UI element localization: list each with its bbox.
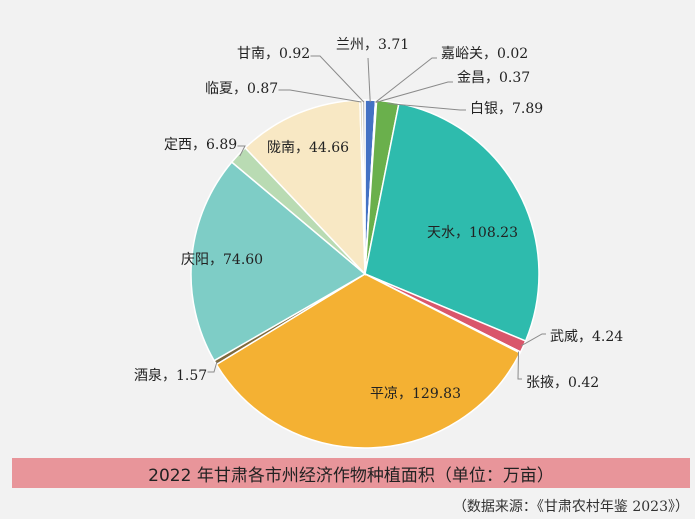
slice-label-10: 定西，6.89 xyxy=(164,137,237,153)
leader-line-0 xyxy=(367,57,371,103)
leader-line-6 xyxy=(517,351,522,380)
leader-line-10 xyxy=(237,145,246,157)
pie-chart: 兰州，3.71 嘉峪关，0.02 金昌，0.37 白银，7.89 天水，108.23 武威… xyxy=(134,37,623,449)
slice-label-11: 陇南，44.66 xyxy=(267,140,349,156)
leader-line-3 xyxy=(387,102,466,111)
chart-title: 2022 年甘肃各市州经济作物种植面积（单位：万亩） xyxy=(12,458,690,488)
leader-line-5 xyxy=(521,333,546,347)
leader-line-2 xyxy=(375,81,453,103)
leader-line-1 xyxy=(375,57,437,103)
pie-slice-9 xyxy=(190,161,367,362)
slice-label-3: 白银，7.89 xyxy=(470,101,543,117)
slice-label-5: 武威，4.24 xyxy=(550,329,623,345)
slice-label-0: 兰州，3.71 xyxy=(336,37,409,53)
slice-label-9: 庆阳，74.60 xyxy=(181,252,263,268)
slice-label-8: 酒泉，1.57 xyxy=(134,367,207,384)
pie-chart-svg: 兰州，3.71 嘉峪关，0.02 金昌，0.37 白银，7.89 天水，108.23 武威… xyxy=(134,37,623,449)
slice-label-12: 临夏，0.87 xyxy=(205,81,278,97)
pie-slice-4 xyxy=(364,102,540,342)
slice-label-6: 张掖，0.42 xyxy=(526,375,599,391)
slice-label-2: 金昌，0.37 xyxy=(457,70,530,86)
source-note: （数据来源：《甘肃农村年鉴 2023》） xyxy=(452,499,689,515)
leader-line-12 xyxy=(278,89,362,103)
slice-label-7: 平凉，129.83 xyxy=(370,386,461,402)
pie-slice-7 xyxy=(215,273,522,449)
slice-label-1: 嘉峪关，0.02 xyxy=(441,46,528,62)
slice-label-13: 甘南，0.92 xyxy=(237,46,310,62)
leader-line-13 xyxy=(310,55,365,103)
leader-line-8 xyxy=(207,361,218,373)
slice-label-4: 天水，108.23 xyxy=(427,225,518,241)
